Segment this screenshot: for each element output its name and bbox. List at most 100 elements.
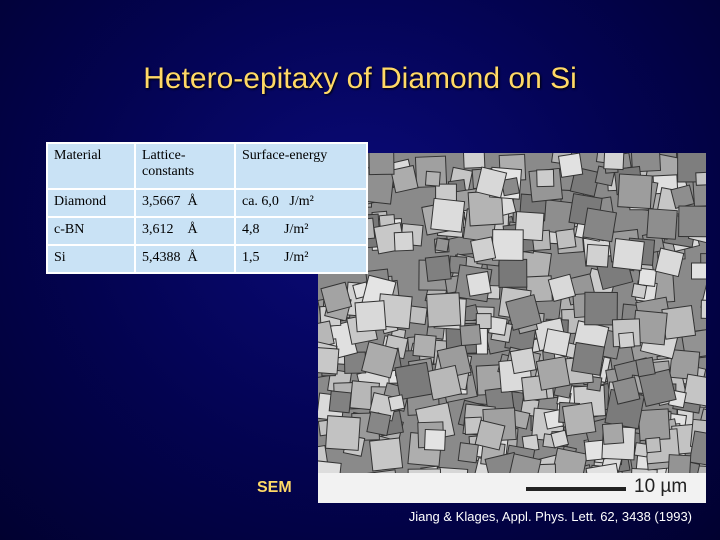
crystal — [630, 153, 662, 173]
crystal — [669, 349, 701, 381]
crystal — [424, 170, 441, 187]
crystal — [617, 173, 653, 210]
crystal — [700, 299, 706, 319]
crystal — [390, 164, 419, 194]
crystal — [682, 373, 706, 408]
crystal — [691, 262, 706, 280]
scale-label: 10 µm — [634, 476, 688, 497]
citation: Jiang & Klages, Appl. Phys. Lett. 62, 34… — [408, 509, 692, 524]
crystal — [550, 429, 570, 449]
crystal — [547, 273, 577, 303]
crystal — [536, 169, 555, 188]
crystal — [423, 428, 446, 451]
header-cell: Surface-energy — [234, 142, 368, 190]
properties-table: Material Lattice-constants Surface-energ… — [46, 142, 368, 274]
crystal — [646, 208, 678, 240]
crystal — [667, 454, 692, 473]
crystal — [426, 292, 462, 328]
scale-bar-area: 10 µm — [318, 473, 706, 503]
crystal — [318, 346, 340, 375]
crystal — [661, 305, 697, 340]
crystal — [555, 228, 577, 250]
crystal — [557, 153, 584, 178]
sem-image: 10 µm — [318, 153, 706, 503]
crystal — [424, 254, 452, 282]
cell: Diamond — [46, 188, 136, 218]
crystal — [475, 166, 508, 199]
crystal — [366, 469, 400, 473]
crystal — [426, 364, 463, 401]
crystal — [459, 324, 482, 347]
crystal — [366, 411, 392, 437]
crystal — [603, 153, 625, 171]
crystal — [585, 243, 610, 268]
table-row: c-BN 3,612 Å 4,8 J/m² — [46, 216, 368, 246]
crystal — [509, 347, 537, 375]
crystal — [582, 207, 618, 243]
crystal — [320, 281, 353, 314]
crystal — [542, 328, 572, 357]
crystal — [695, 171, 706, 186]
crystal — [631, 282, 648, 300]
crystal — [354, 300, 387, 333]
crystal — [611, 238, 645, 272]
crystal — [505, 294, 542, 331]
crystal — [654, 247, 685, 278]
sem-label: SEM — [257, 479, 292, 496]
crystal — [637, 408, 671, 442]
crystal — [475, 313, 492, 329]
cell: ca. 6,0 J/m² — [234, 188, 368, 218]
crystal-texture — [318, 153, 706, 473]
crystal — [474, 419, 506, 451]
crystal — [394, 361, 433, 401]
crystal — [561, 402, 597, 437]
cell: Si — [46, 244, 136, 274]
cell: 3,5667 Å — [134, 188, 236, 218]
crystal — [431, 466, 469, 473]
crystal — [470, 236, 497, 263]
crystal — [465, 270, 492, 297]
crystal — [637, 267, 657, 287]
crystal — [457, 442, 479, 464]
crystal — [360, 341, 399, 379]
crystal — [412, 333, 437, 358]
crystal — [430, 197, 466, 233]
crystal — [434, 237, 450, 253]
crystal — [407, 468, 442, 473]
crystal — [498, 258, 528, 288]
crystal — [535, 355, 571, 391]
crystal — [393, 231, 414, 252]
cell: 4,8 J/m² — [234, 216, 368, 246]
crystal — [325, 415, 361, 451]
cell: 5,4388 Å — [134, 244, 236, 274]
crystal — [571, 341, 606, 376]
crystal — [462, 153, 486, 169]
header-cell: Material — [46, 142, 136, 190]
crystal — [601, 422, 625, 445]
crystal — [688, 430, 706, 468]
crystal — [645, 437, 662, 454]
crystal — [585, 462, 622, 473]
crystal — [328, 390, 352, 414]
table-row: Si 5,4388 Å 1,5 J/m² — [46, 244, 368, 274]
crystal — [630, 468, 658, 473]
crystal — [670, 184, 695, 210]
cell: 3,612 Å — [134, 216, 236, 246]
crystal — [507, 453, 542, 473]
crystal — [369, 437, 404, 472]
crystal — [318, 459, 342, 473]
scale-bar — [526, 487, 626, 491]
crystal — [611, 376, 641, 405]
crystal — [700, 284, 706, 314]
header-cell: Lattice-constants — [134, 142, 236, 190]
crystal — [387, 394, 406, 412]
crystal — [635, 356, 656, 378]
crystal — [584, 291, 618, 326]
cell: c-BN — [46, 216, 136, 246]
crystal — [618, 331, 635, 349]
cell: 1,5 J/m² — [234, 244, 368, 274]
crystal — [368, 153, 395, 176]
slide-title: Hetero-epitaxy of Diamond on Si — [143, 62, 577, 95]
